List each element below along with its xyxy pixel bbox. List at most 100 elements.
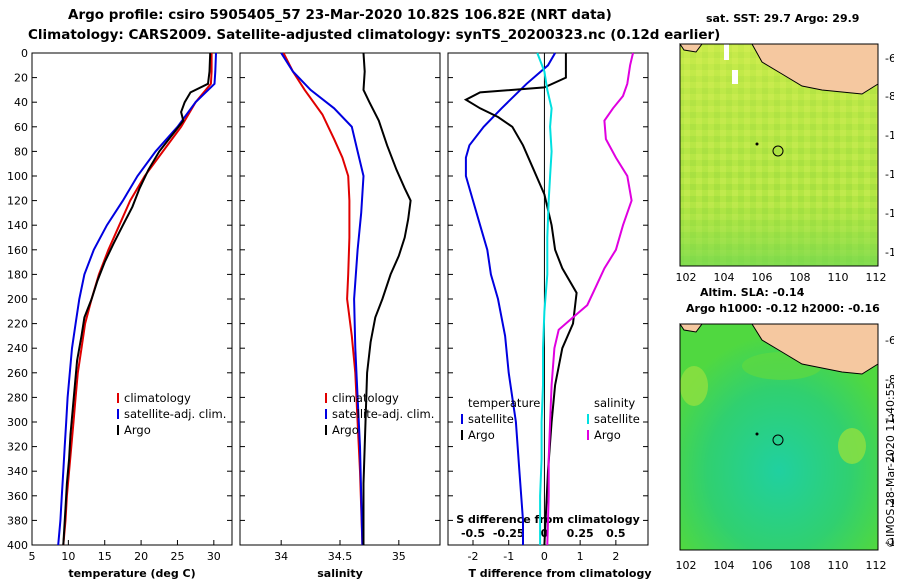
title-line-2: Climatology: CARS2009. Satellite-adjuste… [28,27,721,43]
y-tick-label: 200 [7,293,28,306]
sla-map-title-2: Argo h1000: -0.12 h2000: -0.16 [686,302,880,315]
x-axis-label: temperature (deg C) [68,567,195,580]
sst-ytick: -12 [885,168,894,181]
y-tick-label: 260 [7,367,28,380]
sst-xtick: 102 [676,271,697,284]
sla-ytick: -6 [885,334,894,347]
legend-heading: salinity [594,396,635,410]
sst-xtick: 112 [866,271,887,284]
sla-ytick: -10 [885,412,894,425]
sla-xtick: 110 [828,559,849,572]
series-line-argo [362,52,412,545]
top-tick-label: -0.25 [493,527,525,540]
y-tick-label: 160 [7,244,28,257]
sst-ytick: -16 [885,246,894,259]
sla-map-yticks: -6 -8 -10 -12 -14 -16 [885,334,894,549]
x-tick-label: 10 [61,550,75,563]
x-tick-label: 34 [274,550,288,563]
sst-map-title: sat. SST: 29.7 Argo: 29.9 [706,12,860,25]
y-tick-label: 0 [21,47,28,60]
sla-ytick: -14 [885,497,894,510]
x-tick-label: 20 [134,550,148,563]
argo-location-marker [772,145,784,157]
x-tick-label: -1 [503,550,514,563]
legend-label: climatology [332,391,399,405]
x-tick-label: 2 [612,550,619,563]
sla-ytick: -8 [885,373,894,386]
y-tick-label: 40 [14,96,28,109]
y-tick-label: 100 [7,170,28,183]
y-tick-label: 140 [7,219,28,232]
sla-ytick: -12 [885,451,894,464]
legend-label: satellite-adj. clim. [124,407,226,421]
plot-frame [31,52,233,546]
y-tick-label: 340 [7,465,28,478]
sla-xtick: 104 [714,559,735,572]
top-tick-label: -0.5 [461,527,485,540]
legend-label: satellite [594,412,640,426]
series-line-t-argo [463,53,578,546]
series-line-s-satellite [536,52,553,545]
x-tick-label: 15 [98,550,112,563]
sla-xtick: 108 [790,559,811,572]
x-tick-label: 34.5 [328,550,353,563]
title-line-1: Argo profile: csiro 5905405_57 23-Mar-20… [68,7,612,23]
x-tick-label: 35 [392,550,406,563]
sst-xtick: 108 [790,271,811,284]
y-tick-label: 300 [7,416,28,429]
y-tick-label: 280 [7,391,28,404]
cloud-mask [732,70,738,84]
imos-timestamp: ©IMOS 28-Mar-2020 11:40:55 [884,382,897,548]
legend-label: climatology [124,391,191,405]
argo-location-marker [772,434,784,446]
sst-xtick: 110 [828,271,849,284]
sst-ytick: -14 [885,207,894,220]
sst-ytick: -6 [885,52,894,65]
series-line-t-satellite [464,52,556,545]
y-tick-label: 120 [7,195,28,208]
x-tick-label: -2 [468,550,479,563]
sst-map-yticks: -6 -8 -10 -12 -14 -16 [885,52,894,259]
y-tick-label: 400 [7,539,28,552]
series-line-argo [62,52,212,546]
y-tick-label: 180 [7,268,28,281]
y-tick-label: 220 [7,318,28,331]
x-tick-label: 30 [207,550,221,563]
y-tick-label: 240 [7,342,28,355]
sla-map: -6 -8 -10 -12 -14 -16 102 104 106 108 11… [676,323,894,572]
y-tick-label: 320 [7,441,28,454]
sla-map-xticks: 102 104 106 108 110 112 [676,559,887,572]
sst-map-xticks: 102 104 106 108 110 112 [676,271,887,284]
y-tick-label: 60 [14,121,28,134]
sla-ytick: -16 [885,536,894,549]
x-axis-label: T difference from climatology [468,567,651,580]
y-tick-label: 380 [7,514,28,527]
sla-xtick: 106 [752,559,773,572]
x-tick-label: 0 [541,550,548,563]
plot-frame [239,52,441,546]
legend-label: Argo [332,423,359,437]
series-line-satellite-adj-clim- [57,52,217,546]
sst-xtick: 106 [752,271,773,284]
x-tick-label: 5 [29,550,36,563]
top-tick-label: 0.5 [606,527,626,540]
top-tick-label: 0.25 [567,527,594,540]
sst-ytick: -8 [885,90,894,103]
legend-label: Argo [468,428,495,442]
legend-heading: temperature [468,396,540,410]
series-line-s-argo [546,52,634,546]
sst-xtick: 104 [714,271,735,284]
x-tick-label: 1 [577,550,584,563]
legend-label: Argo [594,428,621,442]
y-tick-label: 20 [14,72,28,85]
legend-label: satellite [468,412,514,426]
sst-map: -6 -8 -10 -12 -14 -16 102 104 106 108 11… [676,43,894,284]
sla-xtick: 102 [676,559,697,572]
legend-label: satellite-adj. clim. [332,407,434,421]
sla-map-title-1: Altim. SLA: -0.14 [700,286,805,299]
x-tick-label: 25 [170,550,184,563]
sst-ytick: -10 [885,129,894,142]
series-line-climatology [282,52,364,546]
x-axis-label: salinity [317,567,363,580]
